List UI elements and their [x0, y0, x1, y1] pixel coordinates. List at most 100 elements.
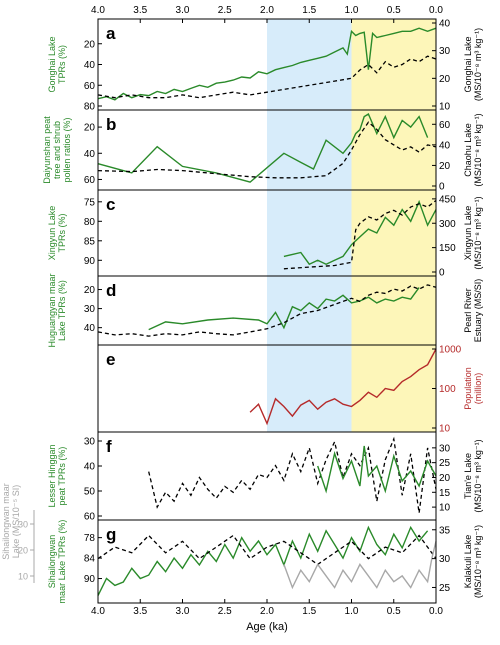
panel-letter-c: c [106, 195, 115, 214]
x-tick-label-top: 0.5 [387, 5, 401, 16]
series-g-2 [283, 541, 437, 590]
left-axis-label-d: Lake TPRs (%) [57, 280, 67, 341]
right-axis-label-g: Kalakuli Lake [463, 535, 473, 589]
right-axis-label-c: Xingyun Lake [463, 206, 473, 261]
left-axis-label-a: Gonghai Lake [47, 36, 57, 92]
y-tick-label-left-c: 75 [84, 197, 96, 208]
x-tick-label-top: 3.0 [176, 5, 190, 16]
y-tick-label-right-f: 30 [439, 443, 451, 454]
x-tick-label-top: 3.5 [133, 5, 147, 16]
y-tick-label-right-e: 1000 [439, 345, 462, 356]
panel-frame-f [97, 431, 437, 521]
y-tick-label-right-g: 35 [439, 525, 451, 536]
y-tick-label-left-d: 30 [84, 304, 96, 315]
panel-letter-b: b [106, 115, 116, 134]
x-tick-label-top: 2.5 [218, 5, 232, 16]
right-axis-label-f: Tian'e Lake [463, 453, 473, 499]
y-tick-label-right-a: 30 [439, 46, 451, 57]
right-axis-label-e: (million) [473, 373, 483, 405]
series-g-1 [97, 534, 437, 566]
left-axis-label-f: Lesser Hinggan [47, 444, 57, 507]
y-tick-label-right-e: 100 [439, 384, 456, 395]
y-tick-label-right-a: 20 [439, 74, 451, 85]
y-tick-label-left-d: 20 [84, 285, 96, 296]
y-tick-label-left-a: 60 [84, 81, 96, 92]
right-axis-label-g: (MS/10⁻⁸ m³ kg⁻¹) [473, 525, 483, 598]
panel-letter-d: d [106, 281, 116, 300]
y-tick-label-left-a: 40 [84, 60, 96, 71]
frame-layer [30, 18, 437, 604]
far-left-tick-label: 10 [18, 572, 28, 582]
y-tick-label-left-b: 60 [84, 175, 96, 186]
x-tick-label-bottom: 0.0 [429, 606, 443, 617]
y-tick-label-right-c: 150 [439, 243, 456, 254]
x-tick-label-bottom: 0.5 [387, 606, 401, 617]
y-tick-label-right-c: 0 [439, 268, 445, 279]
left-axis-label-b: tree and shrub [52, 121, 62, 179]
far-left-axis-label: Lake (MS/10⁻⁵ SI) [11, 485, 21, 559]
y-tick-label-right-b: 40 [439, 140, 451, 151]
series-f-0 [148, 436, 437, 514]
right-axis-label-b: Chaohu Lake [463, 123, 473, 177]
y-tick-label-left-a: 80 [84, 102, 96, 113]
series-e-0 [249, 348, 437, 426]
right-axis-label-b: (MS/10⁻⁸ m³ kg⁻¹) [473, 113, 483, 186]
left-axis-label-c: TPRs (%) [57, 214, 67, 253]
series-a-0 [97, 27, 437, 101]
series-c-0 [283, 199, 437, 266]
x-tick-label-top: 2.0 [260, 5, 274, 16]
series-b-0 [97, 112, 429, 183]
left-axis-label-b: Daiyunshan peat [42, 116, 52, 184]
left-axis-label-g: Sihailongwan [47, 535, 57, 589]
x-tick-label-top: 4.0 [91, 5, 105, 16]
right-axis-label-d: Pearl River [463, 288, 473, 333]
far-left-axis-label: Sihailongwan maar [1, 483, 11, 560]
shade-band-0 [267, 19, 352, 432]
left-axis-label-c: Xingyun Lake [47, 206, 57, 261]
y-tick-label-left-c: 85 [84, 236, 96, 247]
series-f-1 [317, 445, 437, 494]
y-tick-label-right-c: 300 [439, 219, 456, 230]
series-a-1 [97, 55, 437, 99]
y-tick-label-right-b: 20 [439, 161, 451, 172]
series-d-0 [148, 287, 420, 331]
right-axis-label-f: (MS/10⁻⁸ m³ kg⁻¹) [473, 439, 483, 512]
y-tick-label-right-f: 15 [439, 488, 451, 499]
panel-letter-f: f [106, 437, 112, 456]
panel-letter-a: a [106, 24, 116, 43]
y-tick-label-left-f: 60 [84, 512, 96, 523]
y-tick-label-right-c: 450 [439, 194, 456, 205]
series-g-0 [97, 525, 429, 596]
y-tick-label-left-f: 50 [84, 487, 96, 498]
left-axis-label-b: pollen ratios (%) [62, 117, 72, 182]
right-axis-label-d: Estuary (MS/SI) [473, 279, 483, 343]
x-tick-label-bottom: 1.5 [302, 606, 316, 617]
x-tick-label-top: 1.0 [345, 5, 359, 16]
y-tick-label-left-g: 90 [84, 574, 96, 585]
panel-frame-g [97, 519, 437, 604]
label-layer: Age (ka) 4.0 4.0 3.5 3.5 3.0 3.0 2.5 2.5 2.0 2.0 1… [1, 5, 483, 633]
y-tick-label-left-g: 84 [84, 554, 96, 565]
data-layer [97, 27, 437, 596]
right-axis-label-a: (MS/10⁻⁸ m³ kg⁻¹) [473, 28, 483, 101]
x-tick-label-top: 1.5 [302, 5, 316, 16]
far-left-tick-label: 20 [18, 546, 28, 556]
y-tick-label-left-f: 40 [84, 462, 96, 473]
x-tick-label-bottom: 2.0 [260, 606, 274, 617]
y-tick-label-left-g: 78 [84, 533, 96, 544]
y-tick-label-right-b: 60 [439, 120, 451, 131]
series-d-1 [97, 284, 437, 337]
x-axis-label: Age (ka) [246, 621, 288, 633]
y-tick-label-right-f: 20 [439, 473, 451, 484]
x-tick-label-bottom: 4.0 [91, 606, 105, 617]
right-axis-label-c: (MS/10⁻⁸ m³ kg⁻¹) [473, 196, 483, 269]
right-axis-label-a: Gonghai Lake [463, 36, 473, 92]
left-axis-label-d: Huguangyan maar [47, 273, 57, 347]
y-tick-label-right-f: 25 [439, 458, 451, 469]
right-axis-label-e: Population [463, 367, 473, 410]
far-left-tick-label: 30 [18, 520, 28, 530]
x-tick-label-bottom: 3.0 [176, 606, 190, 617]
y-tick-label-right-g: 30 [439, 554, 451, 565]
x-tick-label-bottom: 2.5 [218, 606, 232, 617]
